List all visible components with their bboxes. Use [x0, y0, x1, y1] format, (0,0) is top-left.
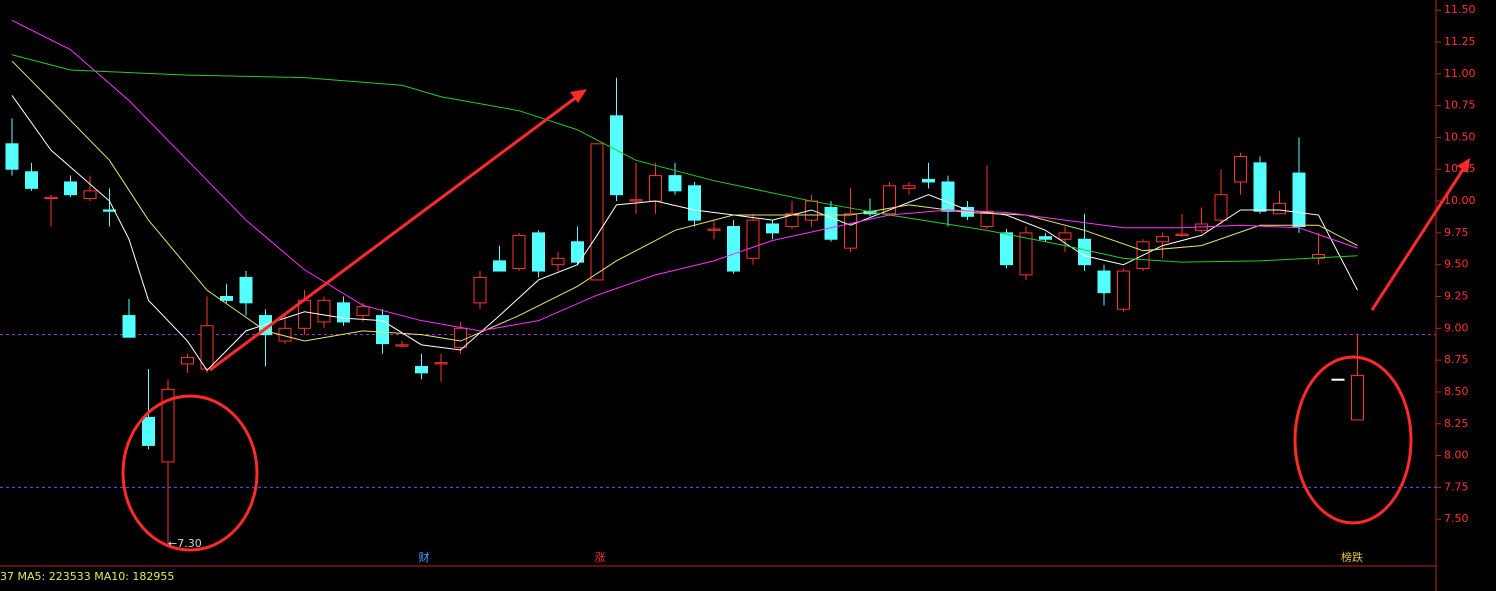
candle-body — [1175, 233, 1189, 236]
y-tick-label: 10.50 — [1444, 130, 1476, 143]
candle-body — [746, 219, 760, 259]
trend-arrow — [209, 94, 579, 372]
candle-body — [1078, 238, 1091, 266]
candle-body — [1117, 270, 1130, 310]
y-tick-label: 8.00 — [1444, 449, 1469, 462]
candle-body — [844, 213, 857, 249]
candle-body — [376, 315, 389, 345]
y-tick-label: 9.50 — [1444, 258, 1469, 271]
event-marker: 财 — [419, 550, 430, 564]
candle-body — [668, 175, 682, 192]
arrow-head — [570, 89, 587, 103]
low-label: ←7.30 — [168, 537, 202, 550]
candle-body — [1253, 162, 1267, 212]
candle-body — [688, 185, 701, 221]
highlight-circle — [1293, 355, 1413, 525]
y-tick-label: 10.75 — [1444, 99, 1476, 112]
candle-body — [1039, 236, 1052, 240]
y-tick-label: 9.25 — [1444, 289, 1469, 302]
candle-body — [1273, 203, 1286, 215]
candle-body — [415, 365, 428, 374]
ma-line — [11, 54, 1358, 263]
annotations — [121, 89, 1470, 552]
candle-body — [902, 185, 916, 189]
y-tick-label: 11.00 — [1444, 67, 1476, 80]
candle-body — [1292, 172, 1306, 228]
candle-body — [1097, 270, 1111, 294]
candle-body — [220, 295, 233, 301]
candle-body — [1019, 232, 1033, 276]
candle-body — [64, 181, 77, 196]
arrow-head — [1457, 158, 1470, 173]
highlight-circle — [121, 394, 259, 552]
candle-body — [395, 344, 409, 347]
candle-body — [532, 232, 545, 272]
candle-body — [941, 181, 955, 212]
y-tick-label: 8.25 — [1444, 417, 1469, 430]
event-marker: 榜跌 — [1341, 550, 1363, 564]
candle-body — [707, 228, 721, 231]
candle-body — [512, 234, 526, 270]
y-tick-label: 11.50 — [1444, 3, 1476, 16]
candle-body — [1156, 236, 1169, 243]
candle-body — [824, 206, 838, 240]
candle-body — [1000, 232, 1013, 266]
trend-arrow — [1370, 167, 1466, 311]
candle-body — [142, 416, 155, 446]
candle-body — [473, 276, 487, 304]
candle-body — [1214, 194, 1228, 221]
candle-body — [434, 362, 448, 365]
event-marker: 涨 — [595, 551, 606, 564]
candle-body — [181, 357, 194, 365]
candle-body — [883, 185, 896, 215]
candle-body — [454, 327, 467, 348]
ma-line — [11, 19, 1358, 332]
candle-body — [551, 257, 565, 266]
candle-body — [922, 178, 935, 183]
candle-body — [1351, 374, 1364, 421]
candle-body — [317, 299, 331, 323]
candle-body — [337, 302, 350, 323]
candle-body — [727, 226, 740, 272]
candle-body — [1058, 232, 1072, 240]
candle-body — [103, 209, 116, 212]
candle-body — [200, 325, 214, 370]
candle-body — [493, 260, 506, 272]
candle-body — [1331, 378, 1345, 381]
candle-body — [590, 143, 604, 281]
y-tick-label: 7.50 — [1444, 512, 1469, 525]
candle-body — [629, 199, 643, 202]
candle-body — [122, 315, 136, 338]
y-tick-label: 8.50 — [1444, 385, 1469, 398]
candle-body — [1312, 254, 1325, 259]
candle-body — [83, 190, 97, 200]
candle-body — [571, 241, 584, 263]
plot-area: 7.50 7.75 8.00 8.25 8.50 8.75 9.00 9.25 9.50 9.75… — [0, 3, 1476, 545]
y-tick-label: 8.75 — [1444, 353, 1469, 366]
candle-body — [239, 276, 253, 304]
candle-body — [766, 223, 779, 234]
y-tick-label: 9.00 — [1444, 321, 1469, 334]
candle-body — [25, 171, 38, 189]
y-tick-label: 10.00 — [1444, 194, 1476, 207]
y-tick-label: 9.75 — [1444, 226, 1469, 239]
candle-body — [5, 143, 19, 170]
candle-body — [44, 196, 58, 200]
y-tick-label: 11.25 — [1444, 35, 1476, 48]
candle-body — [161, 388, 175, 463]
y-tick-label: 7.75 — [1444, 480, 1469, 493]
candle-body — [1234, 156, 1247, 183]
ma-line — [11, 95, 1358, 372]
volume-info: 37 MA5: 223533 MA10: 182955 — [0, 570, 174, 583]
candle-body — [649, 175, 662, 202]
candle-body — [785, 213, 799, 228]
candle-body — [356, 306, 370, 317]
ma-line — [11, 60, 1358, 342]
candle-body — [610, 115, 623, 196]
